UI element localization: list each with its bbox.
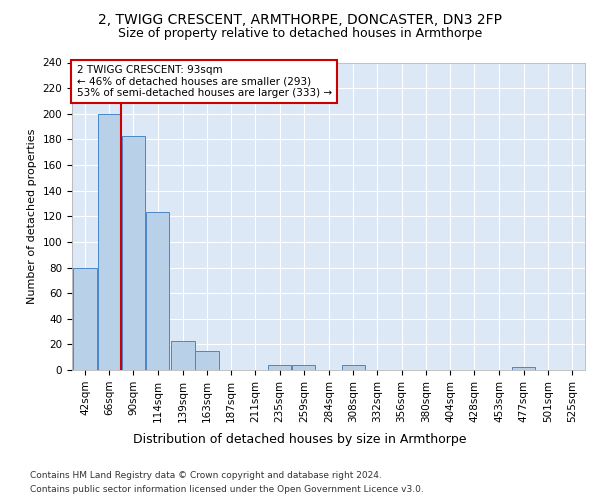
- Text: 2 TWIGG CRESCENT: 93sqm
← 46% of detached houses are smaller (293)
53% of semi-d: 2 TWIGG CRESCENT: 93sqm ← 46% of detache…: [77, 65, 332, 98]
- Text: Contains HM Land Registry data © Crown copyright and database right 2024.: Contains HM Land Registry data © Crown c…: [30, 471, 382, 480]
- Text: Distribution of detached houses by size in Armthorpe: Distribution of detached houses by size …: [133, 432, 467, 446]
- Bar: [292, 365, 316, 370]
- Bar: [122, 136, 145, 370]
- Bar: [341, 365, 365, 370]
- Text: Contains public sector information licensed under the Open Government Licence v3: Contains public sector information licen…: [30, 485, 424, 494]
- Bar: [196, 351, 219, 370]
- Text: 2, TWIGG CRESCENT, ARMTHORPE, DONCASTER, DN3 2FP: 2, TWIGG CRESCENT, ARMTHORPE, DONCASTER,…: [98, 12, 502, 26]
- Y-axis label: Number of detached properties: Number of detached properties: [27, 128, 37, 304]
- Bar: [146, 212, 169, 370]
- Bar: [512, 368, 535, 370]
- Bar: [98, 114, 121, 370]
- Text: Size of property relative to detached houses in Armthorpe: Size of property relative to detached ho…: [118, 28, 482, 40]
- Bar: [268, 365, 292, 370]
- Bar: [171, 340, 194, 370]
- Bar: [73, 268, 97, 370]
